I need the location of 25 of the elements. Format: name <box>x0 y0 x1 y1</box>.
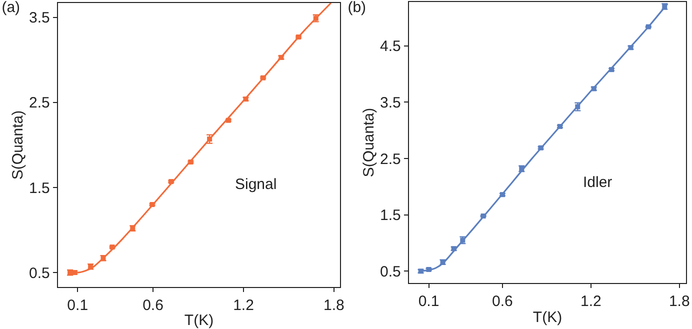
x-axis-title: T(K) <box>184 312 214 329</box>
x-tick-label: 1.2 <box>580 293 602 310</box>
y-tick-label: 1.5 <box>380 207 401 224</box>
y-tick-label: 2.5 <box>380 150 401 168</box>
y-tick-label: 1.5 <box>29 180 50 197</box>
x-tick-label: 0.6 <box>492 293 513 310</box>
x-tick-label: 1.8 <box>324 297 344 314</box>
x-tick-label: 1.2 <box>233 297 254 314</box>
y-tick-label: 4.5 <box>380 38 401 56</box>
chart-title: (b) <box>348 0 366 16</box>
chart-title: (a) <box>2 0 20 16</box>
x-tick-label: 0.1 <box>67 297 88 314</box>
x-tick-label: 0.6 <box>142 297 164 314</box>
x-axis-title: T(K) <box>532 309 562 326</box>
y-axis-title: S(Quanta) <box>360 108 378 178</box>
y-tick-label: 3.5 <box>380 94 401 112</box>
y-tick-label: 0.5 <box>380 263 401 280</box>
y-axis-title: S(Quanta) <box>9 110 26 180</box>
y-tick-label: 2.5 <box>29 94 50 112</box>
annotation: Signal <box>235 176 277 193</box>
y-tick-label: 3.5 <box>29 10 50 27</box>
annotation: Idler <box>583 174 612 191</box>
x-tick-label: 0.1 <box>418 293 440 310</box>
x-tick-label: 1.8 <box>668 293 690 310</box>
y-tick-label: 0.5 <box>29 264 50 282</box>
